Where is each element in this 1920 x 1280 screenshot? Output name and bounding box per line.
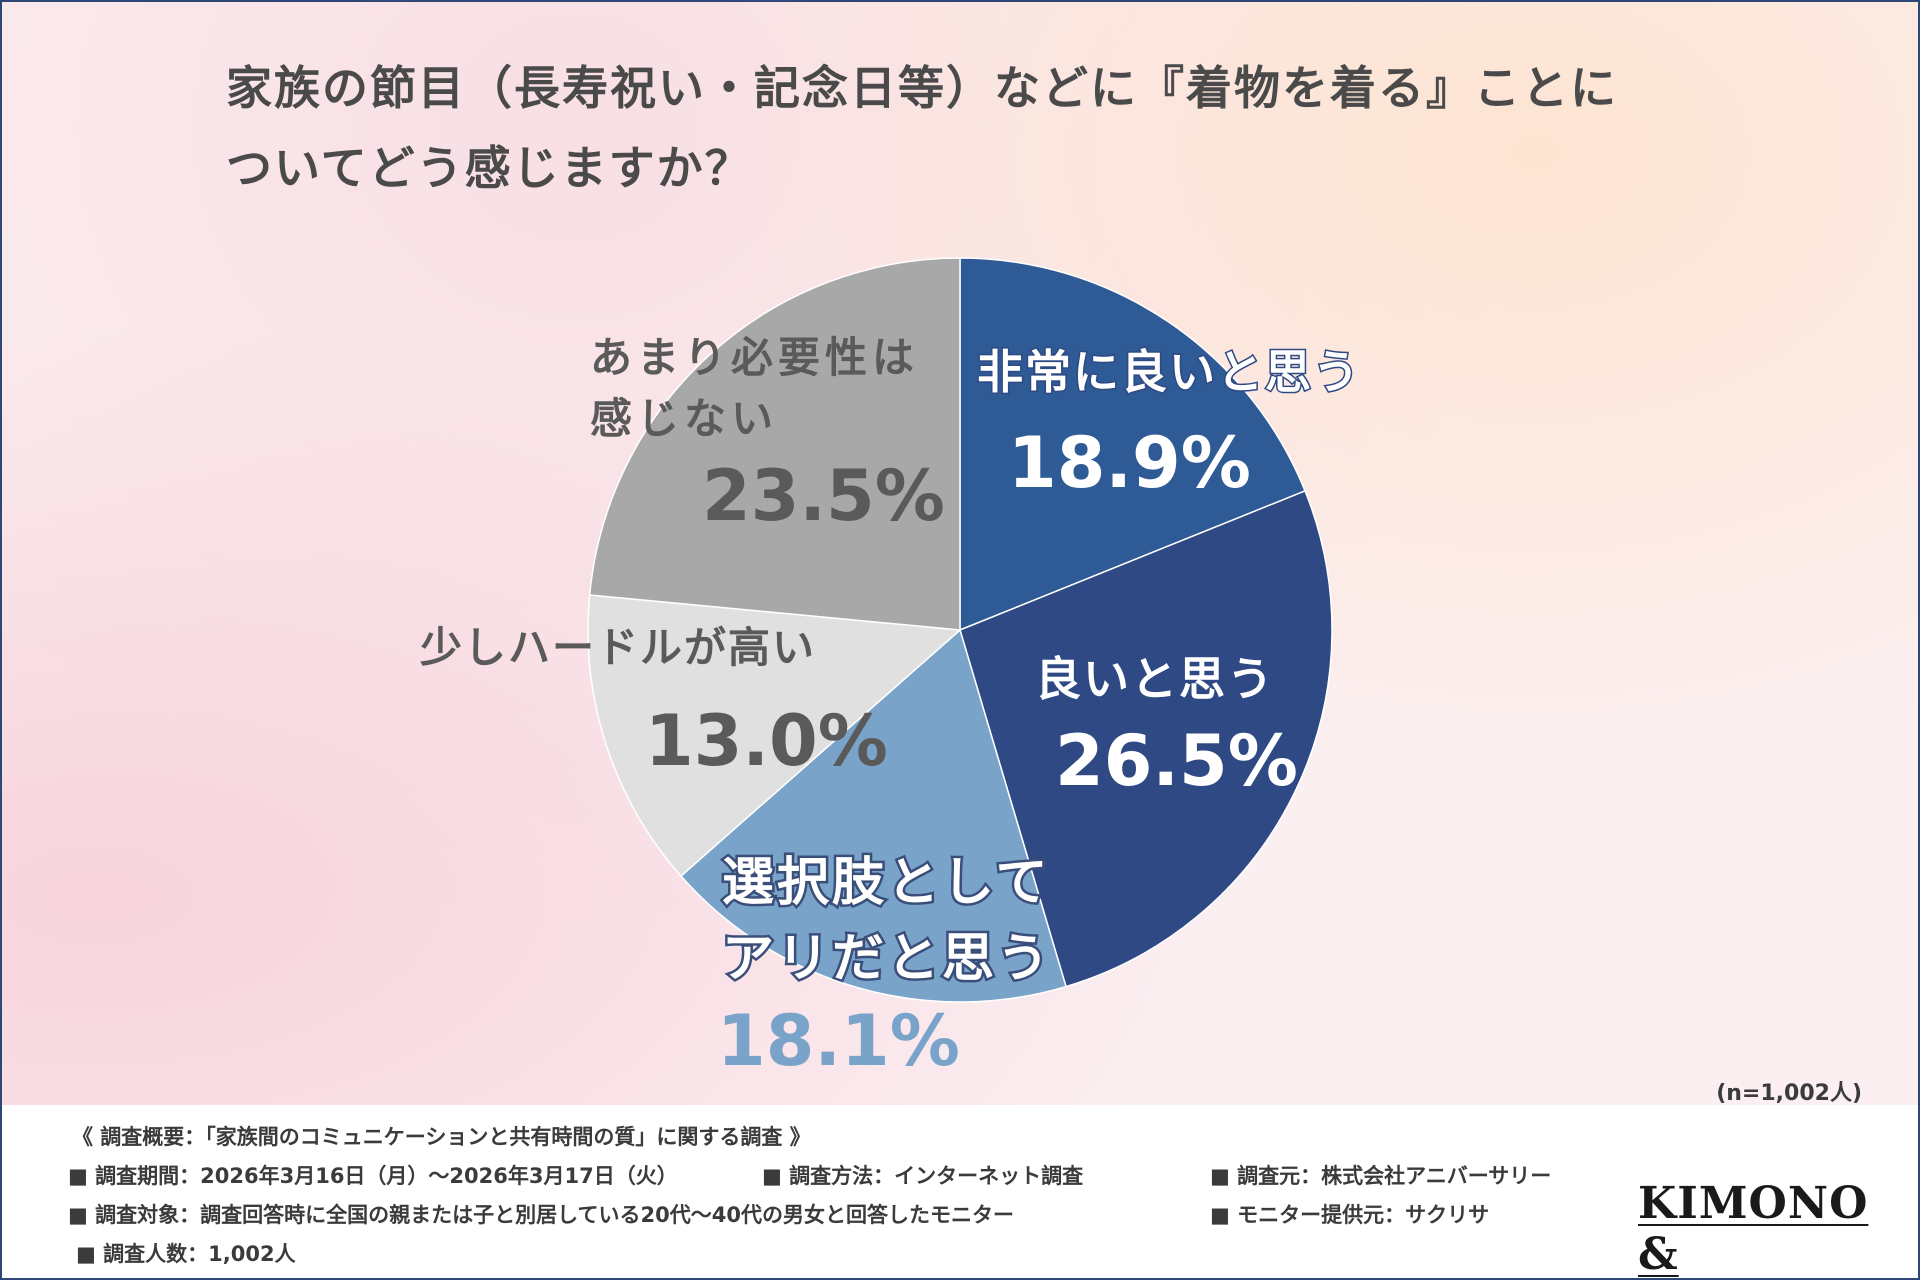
label-good: 良いと思う [1035,652,1275,706]
footer-heading: 《 調査概要：「家族間のコミュニケーションと共有時間の質」に関する調査 》 [72,1125,811,1149]
kimono-logo: KIMONO & [1638,1178,1869,1280]
slice-not-needed [588,257,961,631]
pct-good: 26.5% [1055,720,1298,802]
label-acceptable-line2: アリだと思う [722,929,1052,989]
survey-footer: 《 調査概要：「家族間のコミュニケーションと共有時間の質」に関する調査 》 ■ … [2,1105,1918,1278]
slice-good [959,489,1333,988]
footer-count: ■ 調査人数：1,002人 [76,1242,296,1266]
label-not-needed-line2: 感じない [590,394,778,443]
chart-title-line1: 家族の節目（長寿祝い・記念日等）などに『着物を着る』ことに [226,61,1618,115]
footer-target: ■ 調査対象：調査回答時に全国の親または子と別居している20代〜40代の男女と回… [68,1203,1014,1227]
label-acceptable-line1: 選択肢として [722,853,1050,913]
chart-title: 家族の節目（長寿祝い・記念日等）などに『着物を着る』ことに ついてどう感じますか… [226,48,1726,208]
footer-provider: ■ モニター提供元：サクリサ [1210,1203,1490,1227]
footer-period: ■ 調査期間：2026年3月16日（月）〜2026年3月17日（火） [68,1164,678,1188]
pct-acceptable: 18.1% [717,1000,960,1082]
pct-not-needed: 23.5% [702,455,945,537]
pct-high-hurdle: 13.0% [645,700,888,782]
label-very-good: 非常に良いと思う [977,345,1361,399]
chart-title-line2: ついてどう感じますか？ [226,141,753,195]
sample-size: (n=1,002人) [1716,1081,1862,1106]
slice-acceptable [679,628,1067,1003]
slice-high-hurdle [587,594,962,878]
label-not-needed-line1: あまり必要性は [590,333,919,382]
pct-very-good: 18.9% [1008,422,1251,504]
footer-method: ■ 調査方法：インターネット調査 [762,1164,1084,1188]
footer-source: ■ 調査元：株式会社アニバーサリー [1210,1164,1552,1188]
label-high-hurdle: 少しハードルが高い [420,623,816,672]
slice-very-good [959,257,1306,632]
